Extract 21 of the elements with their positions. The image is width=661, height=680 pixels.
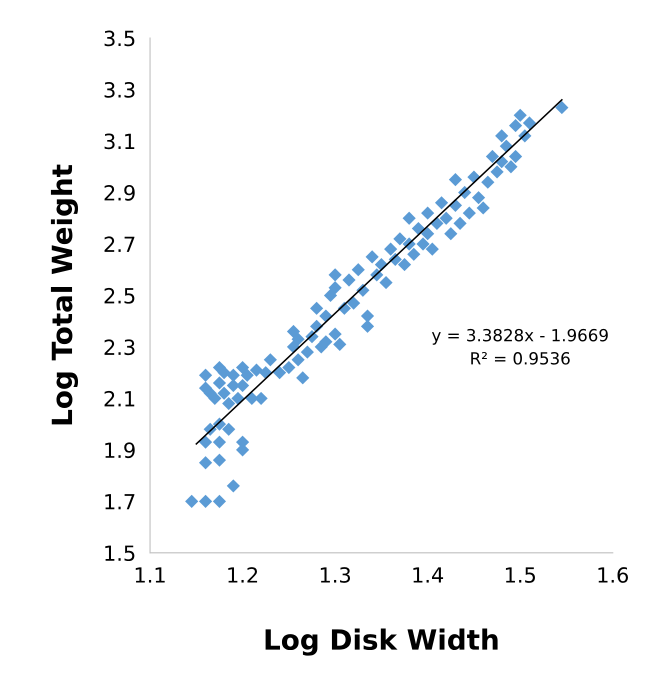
y-axis-title: Log Total Weight (50, 164, 78, 424)
annotation: y = 3.3828x - 1.9669 (432, 328, 608, 345)
x-tick-label: 1.2 (228, 567, 258, 583)
x-tick-label: 1.3 (320, 567, 350, 583)
annotation: R² = 0.9536 (471, 352, 570, 365)
y-tick-label: 1.7 (105, 494, 134, 510)
x-axis-title: Log Disk Width (266, 628, 498, 656)
y-tick-label: 1.9 (105, 442, 135, 458)
y-tick-label: 1.5 (105, 546, 134, 562)
x-tick-label: 1.1 (136, 567, 165, 583)
y-tick-label: 3.3 (104, 82, 134, 98)
y-tick-label: 2.3 (104, 339, 134, 356)
y-tick-label: 2.1 (104, 390, 134, 406)
y-tick-label: 3.5 (104, 30, 134, 46)
x-tick-label: 1.5 (506, 567, 535, 583)
y-tick-label: 3.1 (104, 133, 134, 150)
y-tick-label: 2.5 (104, 288, 134, 304)
y-tick-label: 2.7 (104, 236, 134, 252)
y-tick-label: 2.9 (104, 184, 135, 201)
x-tick-label: 1.4 (413, 567, 444, 583)
x-tick-label: 1.6 (598, 567, 628, 583)
